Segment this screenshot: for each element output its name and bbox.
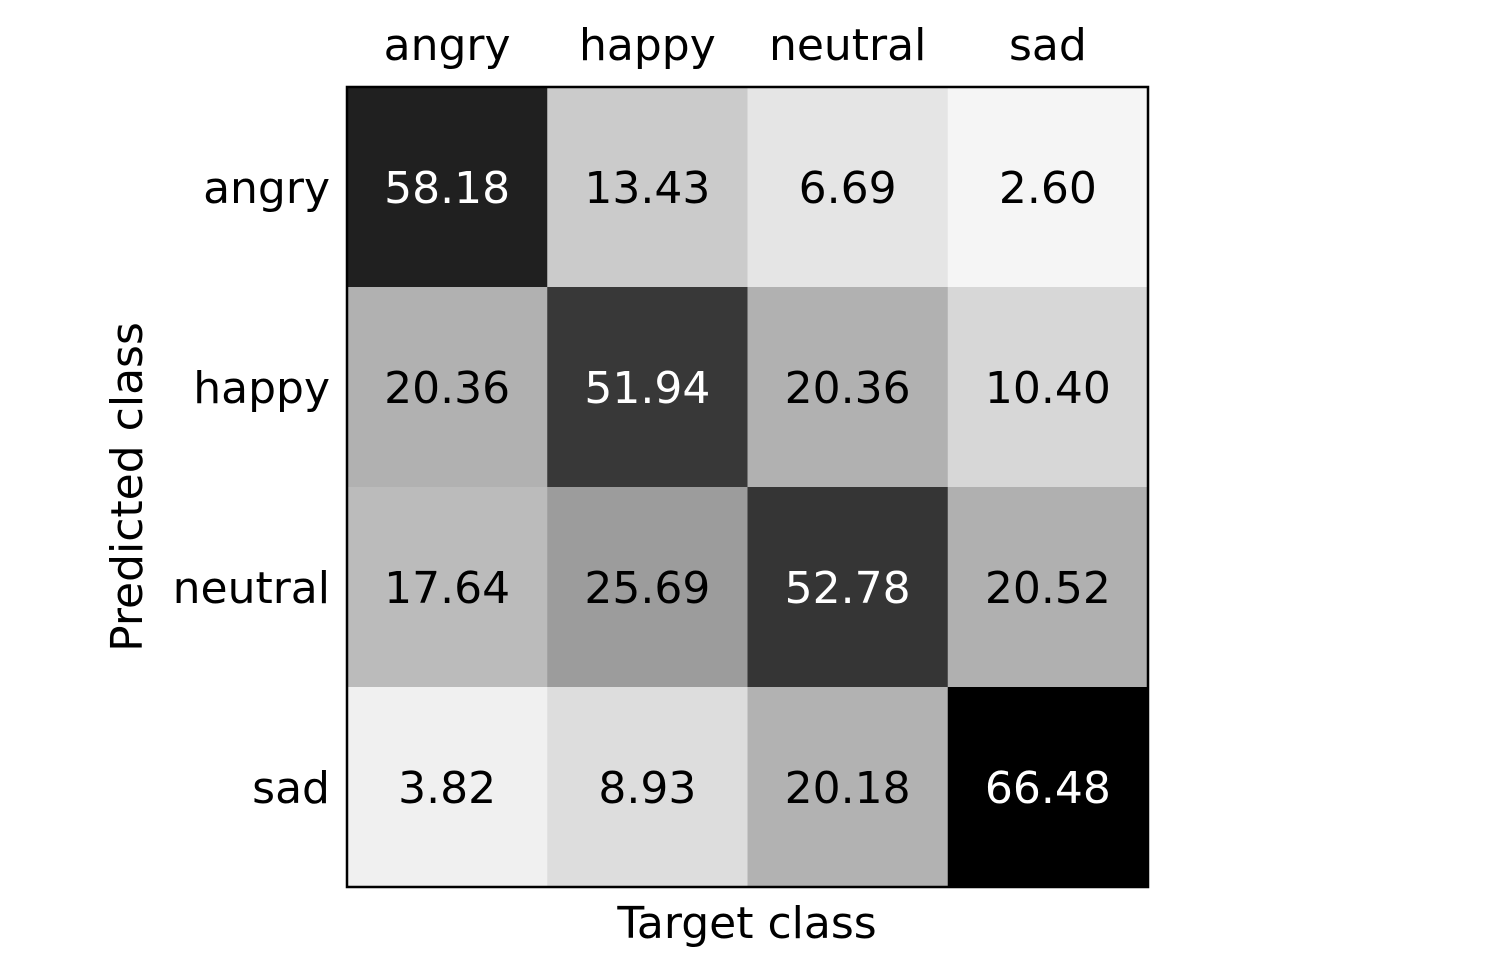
y-tick-label: sad <box>252 763 330 814</box>
cell-value-label: 51.94 <box>584 363 710 414</box>
heatmap-cell <box>547 87 749 288</box>
heatmap-cell <box>947 87 1149 288</box>
heatmap-cells <box>347 87 1149 888</box>
cell-value-label: 8.93 <box>598 763 696 814</box>
cell-value-label: 52.78 <box>785 563 911 614</box>
cell-value-label: 17.64 <box>384 563 510 614</box>
heatmap-cell <box>947 687 1149 888</box>
heatmap-cell <box>947 287 1149 488</box>
y-tick-label: happy <box>193 363 330 414</box>
cell-value-label: 58.18 <box>384 163 510 214</box>
cell-value-label: 20.52 <box>985 563 1111 614</box>
heatmap-cell <box>547 487 749 688</box>
y-tick-labels: angry happy neutral sad <box>173 163 330 814</box>
heatmap-cell-labels: 58.18 13.43 6.69 2.60 20.36 51.94 20.36 10.40 17… <box>384 163 1111 814</box>
x-tick-label: sad <box>1009 20 1087 71</box>
heatmap-cell <box>347 87 548 288</box>
heatmap-cell <box>747 687 949 888</box>
cell-value-label: 25.69 <box>584 563 710 614</box>
cell-value-label: 13.43 <box>584 163 710 214</box>
cell-value-label: 6.69 <box>799 163 897 214</box>
heatmap-cell <box>347 287 548 488</box>
cell-value-label: 66.48 <box>985 763 1111 814</box>
cell-value-label: 20.18 <box>785 763 911 814</box>
x-tick-label: neutral <box>769 20 926 71</box>
y-tick-label: angry <box>203 163 330 214</box>
heatmap-cell <box>947 487 1149 688</box>
heatmap-cell <box>747 487 949 688</box>
cell-value-label: 3.82 <box>398 763 496 814</box>
heatmap-cell <box>747 287 949 488</box>
y-tick-label: neutral <box>173 563 330 614</box>
heatmap-cell <box>347 487 548 688</box>
heatmap-cell <box>547 287 749 488</box>
cell-value-label: 20.36 <box>785 363 911 414</box>
cell-value-label: 20.36 <box>384 363 510 414</box>
x-tick-labels: angry happy neutral sad <box>384 20 1087 71</box>
x-tick-label: happy <box>579 20 716 71</box>
y-axis-title: Predicted class <box>102 322 153 652</box>
x-axis-title: Target class <box>616 898 876 949</box>
heatmap-cell <box>347 687 548 888</box>
x-tick-label: angry <box>384 20 511 71</box>
heatmap-cell <box>747 87 949 288</box>
cell-value-label: 2.60 <box>999 163 1097 214</box>
cell-value-label: 10.40 <box>985 363 1111 414</box>
plot-frame <box>345 85 1150 889</box>
heatmap-cell <box>547 687 749 888</box>
